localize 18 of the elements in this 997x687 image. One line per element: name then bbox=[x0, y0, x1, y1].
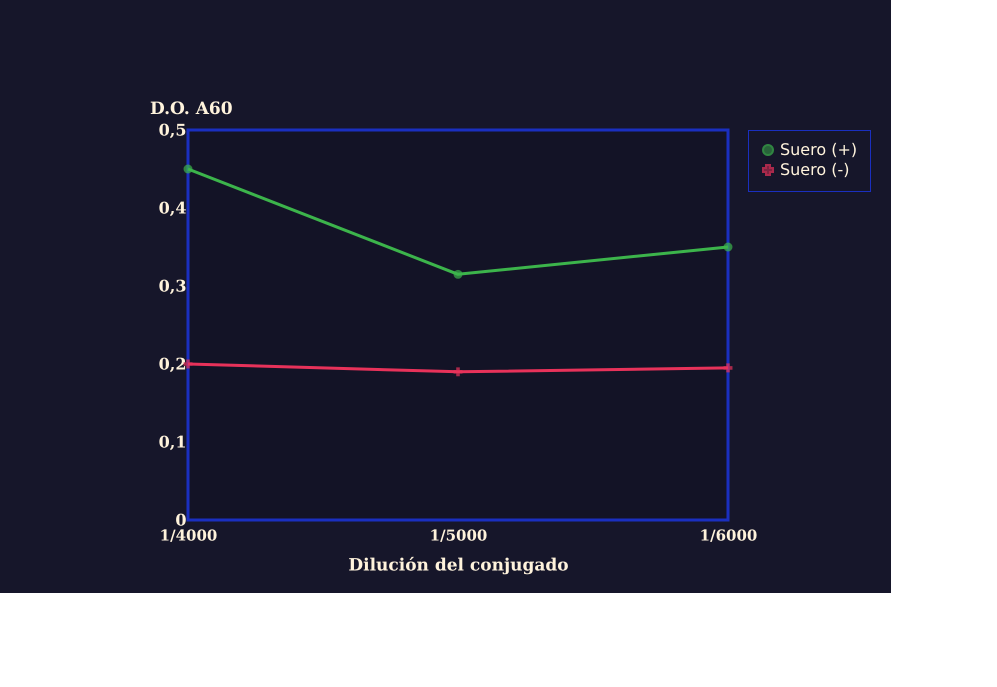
y-axis-title: D.O. A60 bbox=[150, 99, 233, 119]
y-tick-label: 0,2 bbox=[158, 354, 186, 374]
x-axis-title: Dilución del conjugado bbox=[348, 556, 569, 576]
point bbox=[724, 363, 732, 372]
point bbox=[454, 270, 462, 279]
point bbox=[724, 242, 732, 252]
y-tick-label: 0,1 bbox=[158, 432, 186, 452]
x-tick-label: 1/6000 bbox=[700, 526, 758, 544]
legend-label: Suero (+) bbox=[780, 140, 858, 159]
x-tick-label: 1/4000 bbox=[160, 526, 218, 544]
point bbox=[184, 164, 192, 174]
y-tick-label: 0,3 bbox=[158, 276, 186, 296]
y-tick-label: 0,5 bbox=[158, 120, 186, 140]
legend-label: Suero (-) bbox=[780, 160, 850, 179]
y-tick-label: 0 bbox=[175, 510, 186, 530]
x-tick-label: 1/5000 bbox=[430, 526, 488, 544]
y-tick-label: 0,4 bbox=[158, 198, 186, 218]
point bbox=[454, 367, 462, 376]
